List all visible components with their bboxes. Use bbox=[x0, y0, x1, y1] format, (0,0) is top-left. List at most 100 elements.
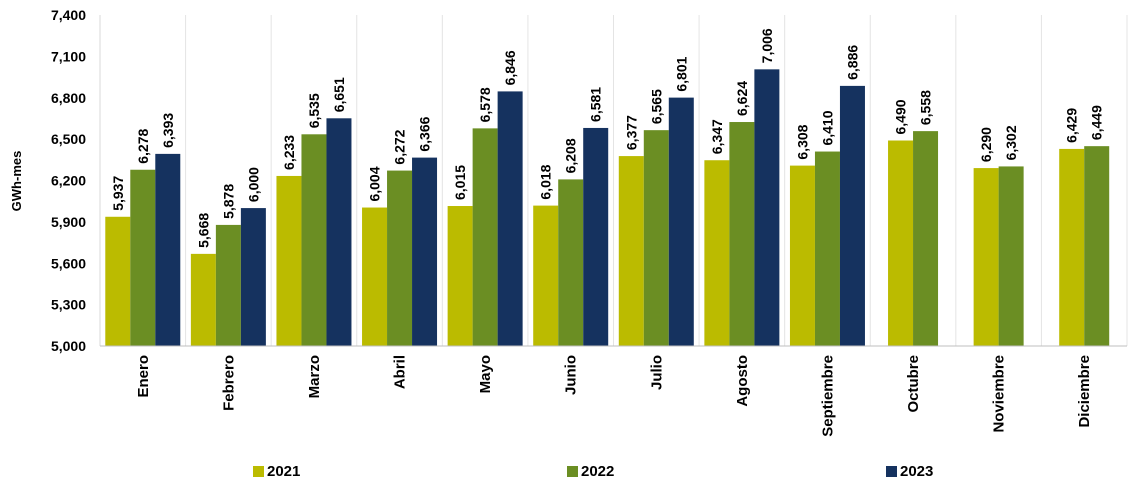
bar-value-label: 5,878 bbox=[220, 184, 236, 219]
bar-2023 bbox=[668, 97, 694, 346]
bar-2022 bbox=[814, 151, 840, 346]
bar-value-label: 6,801 bbox=[673, 56, 689, 91]
bar-2022 bbox=[729, 122, 755, 346]
bar-2021 bbox=[973, 168, 999, 346]
bar-2022 bbox=[130, 169, 156, 346]
bar-value-label: 6,004 bbox=[367, 166, 383, 201]
legend: 2021 2022 2023 bbox=[0, 463, 1132, 485]
bar-value-label: 6,308 bbox=[794, 124, 810, 159]
bar-2021 bbox=[704, 160, 730, 346]
bar-value-label: 6,018 bbox=[538, 164, 554, 199]
y-tick-label: 7,400 bbox=[51, 7, 86, 23]
y-tick-label: 6,200 bbox=[51, 173, 86, 189]
y-tick-label: 5,000 bbox=[51, 338, 86, 354]
data-labels: 5,937 6,278 6,393 5,668 5,878 6,000 6,233 6,535… bbox=[110, 28, 1105, 248]
bar-2023 bbox=[240, 208, 266, 346]
bar-2023 bbox=[497, 91, 523, 347]
bar-value-label: 6,208 bbox=[563, 138, 579, 173]
bar-chart: 5,000 5,300 5,600 5,900 6,200 6,500 6,800 7,100… bbox=[9, 7, 1128, 437]
bar-value-label: 5,668 bbox=[195, 213, 211, 248]
bar-value-label: 6,377 bbox=[623, 115, 639, 150]
x-tick-label: Octubre bbox=[905, 355, 922, 413]
bar-2021 bbox=[618, 156, 644, 346]
bar-value-label: 6,535 bbox=[306, 93, 322, 128]
gridlines bbox=[99, 15, 1128, 346]
bar-value-label: 6,000 bbox=[245, 167, 261, 202]
bar-value-label: 6,886 bbox=[844, 45, 860, 80]
bar-2022 bbox=[215, 224, 241, 346]
bar-value-label: 6,278 bbox=[135, 128, 151, 163]
y-tick-label: 5,600 bbox=[51, 255, 86, 271]
legend-swatch bbox=[567, 466, 578, 477]
bar-2022 bbox=[643, 130, 669, 346]
bar-value-label: 6,490 bbox=[893, 99, 909, 134]
bar-2021 bbox=[789, 165, 815, 346]
bar-value-label: 6,846 bbox=[502, 50, 518, 85]
bar-2021 bbox=[1059, 148, 1085, 346]
legend-swatch bbox=[886, 466, 897, 477]
bar-2021 bbox=[533, 205, 559, 346]
bar-value-label: 5,937 bbox=[110, 176, 126, 211]
bar-2023 bbox=[754, 69, 780, 346]
bar-value-label: 7,006 bbox=[759, 28, 775, 63]
x-tick-label: Diciembre bbox=[1076, 355, 1093, 428]
legend-item-2021: 2021 bbox=[253, 463, 300, 480]
x-tick-label: Abril bbox=[392, 355, 409, 389]
bar-value-label: 6,449 bbox=[1089, 105, 1105, 140]
y-axis-ticks: 5,000 5,300 5,600 5,900 6,200 6,500 6,800 7,100… bbox=[51, 7, 101, 354]
bar-2022 bbox=[387, 170, 413, 346]
legend-label: 2023 bbox=[900, 463, 934, 480]
bar-value-label: 6,290 bbox=[978, 127, 994, 162]
bar-value-label: 6,578 bbox=[477, 87, 493, 122]
bar-2023 bbox=[583, 127, 609, 346]
bar-2021 bbox=[190, 253, 216, 346]
legend-item-2022: 2022 bbox=[567, 463, 614, 480]
bar-value-label: 6,015 bbox=[452, 165, 468, 200]
y-tick-label: 5,900 bbox=[51, 214, 86, 230]
bar-2021 bbox=[888, 140, 914, 346]
y-axis-label: GWh-mes bbox=[9, 151, 24, 212]
bar-2022 bbox=[1084, 146, 1110, 346]
bar-value-label: 6,581 bbox=[588, 87, 604, 122]
bar-2023 bbox=[412, 157, 438, 346]
legend-label: 2022 bbox=[581, 463, 615, 480]
x-tick-label: Marzo bbox=[306, 355, 323, 398]
y-tick-label: 6,800 bbox=[51, 90, 86, 106]
x-tick-label: Noviembre bbox=[991, 355, 1008, 433]
bar-value-label: 6,558 bbox=[918, 90, 934, 125]
y-tick-label: 5,300 bbox=[51, 297, 86, 313]
bar-2022 bbox=[558, 179, 584, 346]
x-tick-label: Mayo bbox=[477, 355, 494, 393]
bar-2022 bbox=[301, 134, 327, 346]
x-tick-label: Agosto bbox=[734, 355, 751, 407]
bar-value-label: 6,272 bbox=[392, 129, 408, 164]
bar-value-label: 6,233 bbox=[281, 135, 297, 170]
bar-value-label: 6,393 bbox=[160, 113, 176, 148]
x-tick-label: Julio bbox=[648, 355, 665, 390]
bar-value-label: 6,429 bbox=[1064, 108, 1080, 143]
bar-value-label: 6,651 bbox=[331, 77, 347, 112]
bars bbox=[105, 69, 1110, 347]
bar-value-label: 6,366 bbox=[417, 116, 433, 151]
bar-value-label: 6,565 bbox=[648, 89, 664, 124]
x-tick-label: Junio bbox=[563, 355, 580, 395]
bar-2022 bbox=[998, 166, 1024, 346]
y-tick-label: 6,500 bbox=[51, 131, 86, 147]
bar-value-label: 6,410 bbox=[819, 110, 835, 145]
bar-2023 bbox=[326, 118, 352, 346]
legend-item-2023: 2023 bbox=[886, 463, 933, 480]
bar-2021 bbox=[276, 175, 302, 346]
bar-2023 bbox=[155, 153, 181, 346]
bar-2023 bbox=[839, 85, 865, 347]
legend-swatch bbox=[253, 466, 264, 477]
bar-2022 bbox=[913, 131, 939, 346]
bar-2022 bbox=[472, 128, 498, 346]
y-tick-label: 7,100 bbox=[51, 48, 86, 64]
bar-value-label: 6,347 bbox=[709, 119, 725, 154]
bar-2021 bbox=[447, 206, 473, 346]
legend-label: 2021 bbox=[267, 463, 301, 480]
x-tick-label: Septiembre bbox=[819, 355, 836, 437]
x-axis-ticks: Enero Febrero Marzo Abril Mayo Junio Julio Agos… bbox=[100, 345, 1127, 437]
bar-value-label: 6,624 bbox=[734, 81, 750, 116]
